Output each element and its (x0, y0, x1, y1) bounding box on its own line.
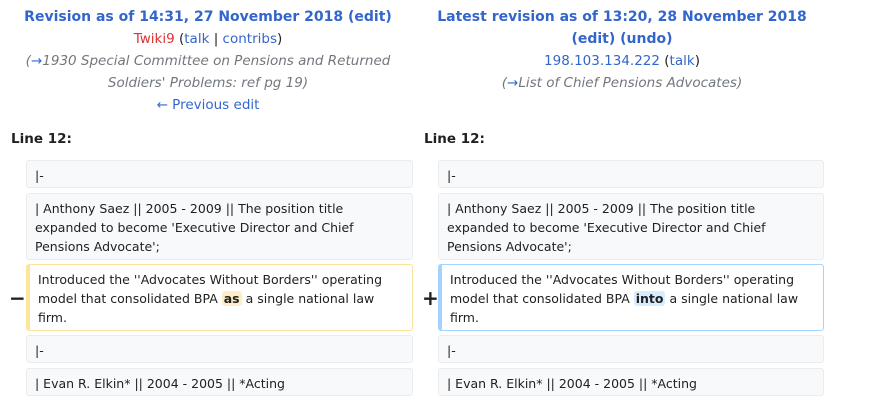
context-text: |- (447, 168, 456, 183)
undo-link[interactable]: undo (626, 31, 667, 47)
context-row-right: | Evan R. Elkin* || 2004 - 2005 || *Acti… (438, 368, 824, 396)
context-row-left: | Anthony Saez || 2005 - 2009 || The pos… (26, 193, 413, 260)
context-row-left: | Evan R. Elkin* || 2004 - 2005 || *Acti… (26, 368, 413, 396)
context-text: expanded to become 'Executive Director a… (447, 220, 766, 235)
context-row-right: | Anthony Saez || 2005 - 2009 || The pos… (438, 193, 824, 260)
old-talk-link[interactable]: talk (184, 31, 210, 47)
context-text: |- (447, 343, 456, 358)
old-revision-link[interactable]: Revision as of 14:31, 27 November 2018 (24, 9, 344, 25)
added-text: firm. (450, 310, 479, 325)
new-section-arrow-link[interactable]: → (507, 75, 519, 91)
old-line-number: Line 12: (11, 131, 72, 147)
context-text: Pensions Advocate'; (447, 239, 572, 254)
context-text: | Evan R. Elkin* || 2004 - 2005 || *Acti… (35, 376, 285, 391)
old-contribs-link[interactable]: contribs (222, 31, 277, 47)
old-summary-line1: 1930 Special Committee on Pensions and R… (42, 53, 391, 69)
context-text: | Anthony Saez || 2005 - 2009 || The pos… (447, 201, 756, 216)
new-edit-summary: (→List of Chief Pensions Advocates) (501, 75, 743, 91)
context-text: |- (35, 343, 44, 358)
deleted-line-marker: − (9, 286, 26, 310)
new-line-number: Line 12: (424, 131, 485, 147)
old-summary-line2: Soldiers' Problems: ref pg 19 (107, 75, 303, 91)
added-text: Introduced the ''Advocates Without Borde… (450, 272, 795, 287)
new-talk-link[interactable]: talk (669, 53, 695, 69)
added-text: a single national law (665, 291, 799, 306)
deleted-line: Introduced the ''Advocates Without Borde… (26, 264, 413, 331)
old-user-link[interactable]: Twiki9 (133, 31, 175, 47)
new-summary-text: List of Chief Pensions Advocates (518, 75, 737, 91)
old-revision-header: Revision as of 14:31, 27 November 2018 (… (0, 6, 416, 116)
previous-edit-link[interactable]: ← Previous edit (156, 97, 260, 113)
old-edit-link[interactable]: edit (354, 9, 386, 25)
context-row-right: |- (438, 160, 824, 188)
new-revision-link[interactable]: Latest revision as of 13:20, 28 November… (437, 9, 807, 25)
context-text: | Evan R. Elkin* || 2004 - 2005 || *Acti… (447, 376, 697, 391)
context-row-right: |- (438, 335, 824, 363)
context-text: | Anthony Saez || 2005 - 2009 || The pos… (35, 201, 344, 216)
added-line-marker: + (422, 286, 439, 310)
added-line: Introduced the ''Advocates Without Borde… (438, 264, 824, 331)
added-word: into (633, 291, 666, 306)
context-text: expanded to become 'Executive Director a… (35, 220, 354, 235)
deleted-text: Introduced the ''Advocates Without Borde… (38, 272, 383, 287)
deleted-text: model that consolidated BPA (38, 291, 222, 306)
old-section-arrow-link[interactable]: → (30, 53, 43, 69)
old-edit-wrap: (edit) (348, 9, 392, 25)
context-row-left: |- (26, 160, 413, 188)
deleted-text: a single national law firm. (38, 291, 375, 325)
context-row-left: |- (26, 335, 413, 363)
context-text: Pensions Advocate'; (35, 239, 160, 254)
added-text: model that consolidated BPA (450, 291, 634, 306)
new-user-link[interactable]: 198.103.134.222 (544, 53, 660, 69)
old-user-tools: (talk | contribs) (178, 31, 283, 47)
context-text: |- (35, 168, 44, 183)
old-edit-summary: (→1930 Special Committee on Pensions and… (25, 53, 391, 91)
new-edit-link[interactable]: edit (577, 31, 609, 47)
new-revision-header: Latest revision as of 13:20, 28 November… (416, 6, 828, 94)
deleted-word: as (221, 291, 242, 306)
